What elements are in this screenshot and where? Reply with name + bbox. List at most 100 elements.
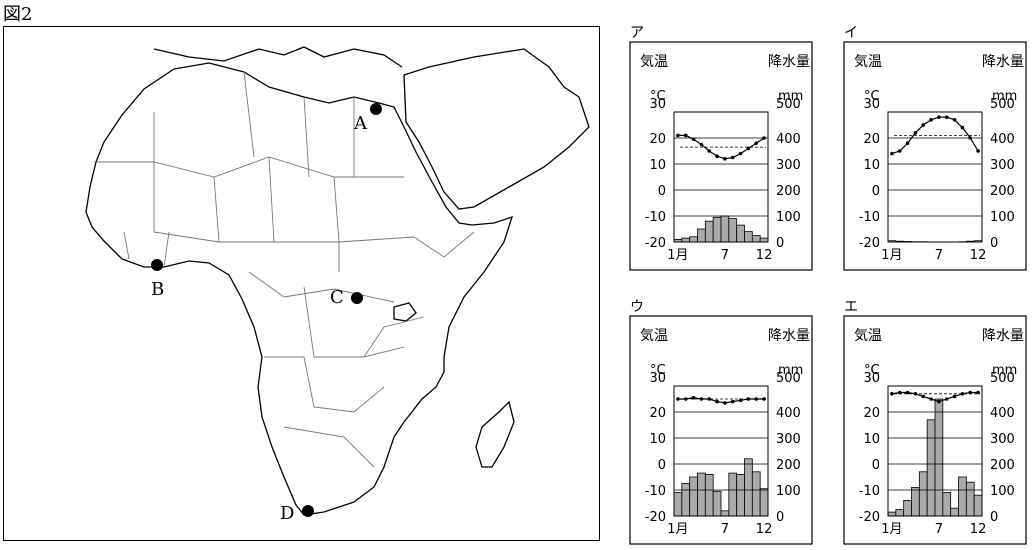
africa-map: A B C D [3, 26, 600, 541]
precip-tick-label: 400 [776, 406, 801, 421]
month-tick-label: 7 [935, 522, 943, 537]
precip-bar [698, 473, 706, 516]
temperature-point [961, 392, 965, 396]
month-tick-label: 1月 [667, 522, 688, 537]
panel-title: ウ [630, 296, 644, 316]
temp-tick-label: 10 [649, 432, 666, 447]
temperature-point [890, 152, 894, 156]
temperature-point [921, 395, 925, 399]
precip-tick-label: 100 [776, 484, 801, 499]
temperature-point [700, 143, 704, 147]
temperature-point [898, 391, 902, 395]
temperature-point [953, 395, 957, 399]
precip-bar [682, 238, 690, 242]
precip-axis-title: 降水量 [768, 54, 810, 70]
precip-bar [682, 484, 690, 517]
precip-bar [690, 237, 698, 242]
month-tick-label: 1月 [881, 522, 902, 537]
precip-bar [752, 236, 760, 243]
temp-tick-label: -10 [859, 484, 880, 499]
temperature-point [754, 141, 758, 145]
precip-bar [974, 495, 982, 516]
temp-tick-label: 10 [649, 158, 666, 173]
point-a-marker [370, 103, 382, 115]
temp-axis-title: 気温 [640, 54, 668, 70]
plot-frame [888, 112, 982, 242]
precip-tick-label: 200 [776, 458, 801, 473]
precip-bar [935, 399, 943, 516]
africa-map-drawing [4, 27, 601, 542]
temperature-point [929, 118, 933, 122]
temperature-point [968, 391, 972, 395]
precip-tick-label: 400 [990, 132, 1015, 147]
precip-bar [745, 232, 753, 242]
temp-tick-label: 10 [863, 432, 880, 447]
precip-tick-label: 400 [990, 406, 1015, 421]
temperature-point [976, 391, 980, 395]
precip-tick-label: 0 [776, 510, 784, 525]
precip-bar [737, 225, 745, 242]
month-tick-label: 1月 [667, 248, 688, 263]
temperature-point [906, 141, 910, 145]
month-tick-label: 7 [721, 522, 729, 537]
temperature-point [914, 392, 918, 396]
panel-title: ア [630, 22, 644, 42]
temperature-point [898, 149, 902, 153]
temperature-point [731, 156, 735, 160]
precip-axis-title: 降水量 [982, 54, 1024, 70]
precip-bar [713, 491, 721, 516]
temp-tick-label: 20 [649, 406, 666, 421]
temperature-point [739, 399, 743, 403]
temperature-point [707, 149, 711, 153]
temperature-point [676, 134, 680, 138]
temperature-point [945, 115, 949, 119]
precip-bar [705, 221, 713, 242]
temp-tick-label: 20 [649, 132, 666, 147]
precip-tick-label: 200 [990, 458, 1015, 473]
temperature-point [762, 136, 766, 140]
temperature-point [937, 400, 941, 404]
precip-tick-label: 200 [990, 184, 1015, 199]
temp-tick-label: -10 [645, 484, 666, 499]
temperature-point [747, 397, 751, 401]
temp-tick-label: 0 [872, 458, 880, 473]
precip-bar [737, 474, 745, 516]
precip-tick-label: 500 [776, 97, 801, 112]
temp-axis-title: 気温 [640, 328, 668, 344]
temp-tick-label: -10 [645, 210, 666, 225]
precip-tick-label: 200 [776, 184, 801, 199]
month-tick-label: 12 [970, 248, 987, 263]
point-d-marker [302, 505, 314, 517]
temperature-point [914, 131, 918, 135]
temp-tick-label: 20 [863, 406, 880, 421]
temperature-point [762, 397, 766, 401]
figure-label: 図2 [3, 0, 32, 26]
temperature-point [707, 397, 711, 401]
temp-tick-label: 10 [863, 158, 880, 173]
temp-tick-label: 0 [658, 184, 666, 199]
precip-bar [713, 217, 721, 242]
temperature-point [906, 391, 910, 395]
precip-bar [919, 472, 927, 516]
point-a-label: A [354, 113, 367, 134]
temperature-point [731, 400, 735, 404]
precip-tick-label: 100 [990, 484, 1015, 499]
panel-title: イ [844, 22, 858, 42]
temperature-point [715, 400, 719, 404]
temperature-point [723, 401, 727, 405]
temp-tick-label: -20 [645, 236, 666, 251]
precip-tick-label: 400 [776, 132, 801, 147]
precip-bar [760, 489, 768, 516]
temperature-point [692, 396, 696, 400]
precip-tick-label: 300 [776, 158, 801, 173]
precip-bar [951, 508, 959, 516]
temperature-point [747, 147, 751, 151]
temp-tick-label: 0 [658, 458, 666, 473]
